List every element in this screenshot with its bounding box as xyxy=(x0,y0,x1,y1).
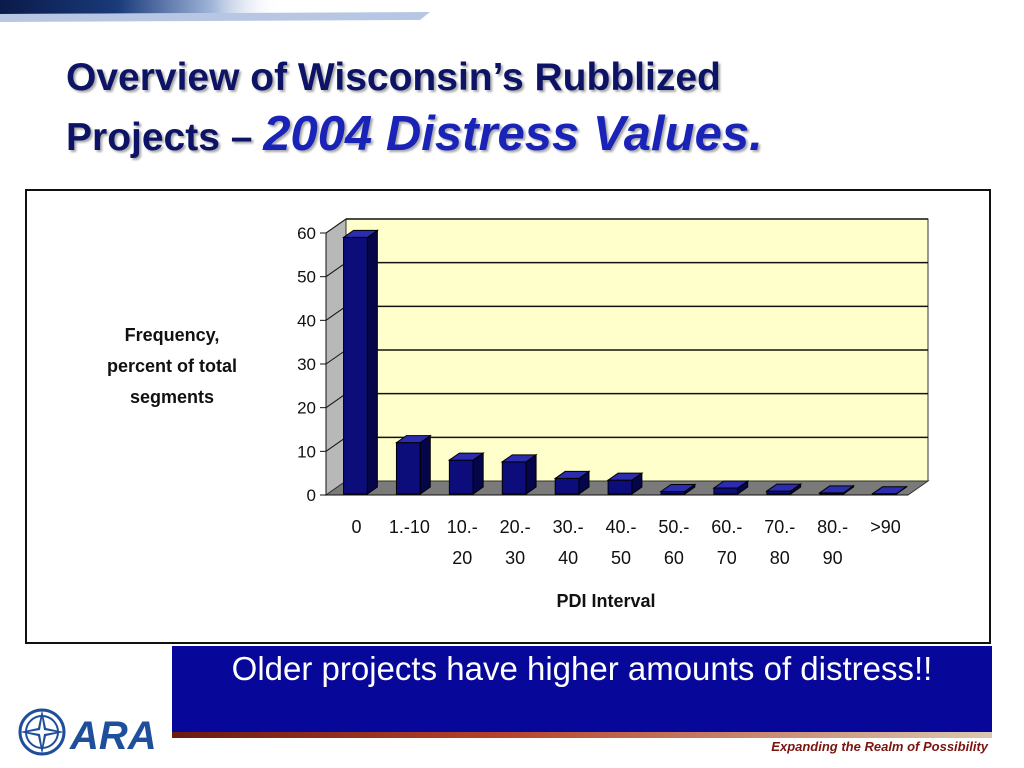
slide-title: Overview of Wisconsin’s Rubblized Projec… xyxy=(66,52,996,168)
bar-top xyxy=(606,472,644,481)
ara-logo: ARA xyxy=(16,706,166,758)
bar-top xyxy=(553,470,591,479)
y-tick-label: 0 xyxy=(307,486,316,505)
bar-top xyxy=(394,435,432,444)
x-tick-label: >90 xyxy=(870,517,901,537)
x-tick-label: 60.- xyxy=(711,517,742,537)
x-tick-label: 40.- xyxy=(605,517,636,537)
title-line-1: Overview of Wisconsin’s Rubblized xyxy=(66,56,721,99)
title-line-2-lead: Projects – xyxy=(66,116,264,159)
gridline-side xyxy=(325,349,347,365)
bar xyxy=(713,487,739,495)
x-tick-label: 40 xyxy=(558,548,578,568)
y-tick-label: 60 xyxy=(297,224,316,243)
bar-top xyxy=(712,480,750,489)
bar-top xyxy=(447,452,485,461)
gridline-side xyxy=(325,305,347,321)
bar-top xyxy=(659,484,697,493)
y-axis-label-line: segments xyxy=(129,387,215,407)
x-tick-label: 20 xyxy=(452,548,472,568)
bar-top xyxy=(765,483,803,492)
gridline-side xyxy=(325,262,347,278)
banner-underline xyxy=(172,732,992,738)
bar xyxy=(343,236,368,495)
bar-top xyxy=(871,486,909,495)
bar-top xyxy=(818,485,856,494)
bar-top xyxy=(500,454,538,463)
gridline-side xyxy=(325,218,347,234)
y-tick-label: 20 xyxy=(297,399,316,418)
x-tick-label: 30 xyxy=(505,548,525,568)
logo-text: ARA xyxy=(69,714,157,758)
x-tick-label: 0 xyxy=(351,517,361,537)
x-tick-label: 30.- xyxy=(553,517,584,537)
x-tick-label: 50 xyxy=(611,548,631,568)
bar-chart: 0 10 20 30 40 50 60 0 1.-10 10.- 20 20.- 30 30.- 40 40.… xyxy=(297,218,930,611)
bar-side xyxy=(419,434,431,495)
bar xyxy=(395,442,421,495)
x-axis-label: PDI Interval xyxy=(556,591,655,611)
y-tick-label: 30 xyxy=(297,355,316,374)
x-tick-label: 1.-10 xyxy=(389,517,430,537)
tagline: Expanding the Realm of Possibility xyxy=(771,739,988,754)
chart-y-axis-label: Frequency, percent of total segments xyxy=(78,320,266,413)
y-axis-label-line: percent of total xyxy=(106,356,237,376)
x-tick-label: 70 xyxy=(717,548,737,568)
x-tick-label: 10.- xyxy=(447,517,478,537)
y-tick-label: 40 xyxy=(297,311,316,330)
x-tick-label: 20.- xyxy=(500,517,531,537)
conclusion-banner: Older projects have higher amounts of di… xyxy=(172,646,992,732)
y-tick-label: 10 xyxy=(297,442,316,461)
x-tick-label: 80.- xyxy=(817,517,848,537)
x-tick-label: 70.- xyxy=(764,517,795,537)
bar xyxy=(607,479,633,495)
gridline-side xyxy=(325,393,347,409)
x-tick-label: 80 xyxy=(770,548,790,568)
title-emphasis: 2004 Distress Values. xyxy=(263,107,763,161)
bar xyxy=(554,477,580,495)
y-axis-label-line: Frequency, xyxy=(124,325,220,345)
bar xyxy=(501,461,527,495)
x-tick-label: 50.- xyxy=(658,517,689,537)
x-tick-label: 60 xyxy=(664,548,684,568)
top-decorative-band xyxy=(0,0,1024,30)
bar-side xyxy=(366,229,378,495)
title-line-2: Projects – 2004 Distress Values. xyxy=(66,104,996,168)
x-tick-label: 90 xyxy=(823,548,843,568)
bar-top xyxy=(341,229,379,238)
y-tick-label: 50 xyxy=(297,268,316,287)
gridline-side xyxy=(325,436,347,452)
bar xyxy=(448,459,474,495)
